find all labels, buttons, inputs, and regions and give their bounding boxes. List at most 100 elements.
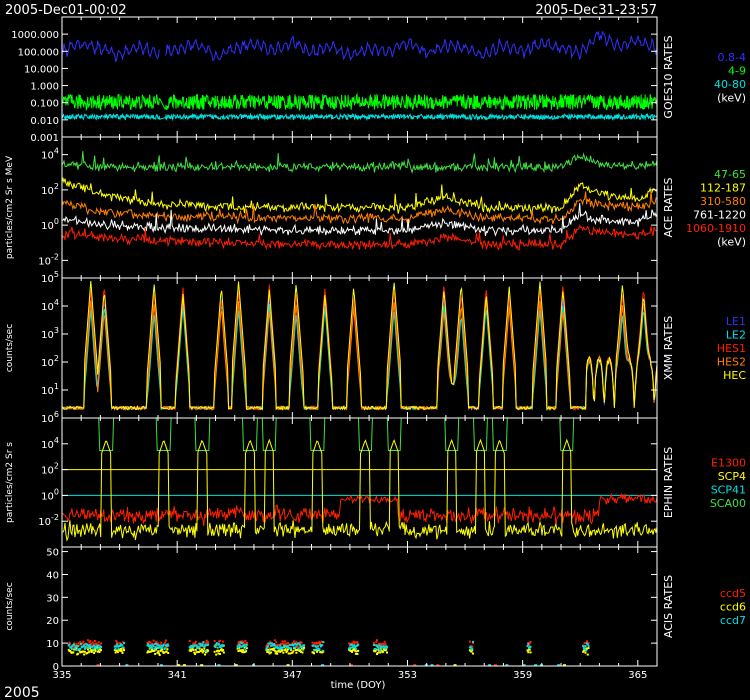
panel-title: EPHIN RATES: [662, 447, 675, 518]
acis-point: [165, 644, 168, 647]
acis-point: [207, 649, 210, 652]
acis-point: [194, 648, 197, 651]
acis-point: [92, 649, 95, 652]
acis-point: [352, 645, 355, 648]
acis-point: [88, 650, 91, 653]
acis-point: [291, 642, 294, 645]
acis-point: [95, 644, 98, 647]
acis-point: [152, 639, 155, 642]
acis-point: [453, 664, 457, 666]
acis-point: [384, 647, 387, 650]
acis-point: [436, 664, 440, 666]
acis-point: [214, 644, 217, 647]
acis-point: [562, 664, 566, 666]
acis-point: [273, 644, 276, 647]
acis-point: [239, 641, 242, 644]
x-tick-label: 341: [168, 670, 187, 681]
y-tick-label: 50: [46, 548, 59, 559]
x-tick-labels: 335 341 347 353 359 365: [52, 670, 647, 681]
series-line: [62, 281, 657, 411]
acis-point: [380, 649, 383, 652]
acis-point: [119, 649, 122, 652]
y-tick-label: 10-2: [38, 252, 59, 267]
acis-point: [356, 641, 359, 644]
acis-point: [115, 645, 118, 648]
y-tick-label: 1000.000: [11, 30, 59, 41]
acis-point: [198, 647, 201, 650]
acis-point: [265, 648, 268, 651]
acis-point: [316, 641, 319, 644]
acis-point: [147, 643, 150, 646]
acis-point: [319, 642, 322, 645]
acis-point: [67, 644, 70, 647]
acis-point: [586, 653, 589, 656]
acis-point: [313, 652, 316, 655]
acis-point: [376, 644, 379, 647]
acis-point: [120, 650, 123, 653]
acis-point: [353, 642, 356, 645]
acis-point: [94, 650, 97, 653]
acis-point: [271, 648, 274, 651]
y-tick-label: 40: [46, 570, 59, 581]
acis-point: [200, 648, 203, 651]
series-line: [62, 151, 657, 175]
acis-point: [318, 641, 321, 644]
acis-point: [355, 650, 358, 653]
acis-point: [117, 647, 120, 650]
acis-point: [83, 642, 86, 645]
acis-point: [177, 664, 181, 666]
acis-point: [413, 664, 417, 666]
acis-point: [268, 649, 271, 652]
acis-point: [100, 649, 103, 652]
acis-point: [234, 664, 238, 666]
acis-point: [218, 649, 221, 652]
y-tick-label: 102: [41, 182, 59, 197]
acis-point: [93, 639, 96, 642]
acis-point: [383, 646, 386, 649]
legend-entry: 47-65: [714, 168, 746, 181]
acis-point: [527, 651, 530, 654]
series-line: [62, 438, 657, 542]
acis-point: [313, 649, 316, 652]
y-tick-label: 1.000: [30, 82, 59, 93]
acis-point: [76, 645, 79, 648]
y-tick-label: 106: [41, 410, 59, 425]
acis-point: [286, 645, 289, 648]
acis-point: [266, 648, 269, 651]
acis-point: [159, 664, 163, 666]
legend-entry: 40-80: [714, 78, 746, 91]
y-tick-label: 102: [41, 354, 59, 369]
acis-point: [167, 644, 170, 647]
acis-point: [116, 643, 119, 646]
panel-ylabel: particles/cm2 Sr s MeV: [5, 155, 15, 259]
legend-entry: SCP41: [711, 483, 746, 496]
acis-point: [203, 647, 206, 650]
acis-point: [351, 650, 354, 653]
plot-area-ephin: [62, 418, 657, 542]
acis-point: [96, 646, 99, 649]
y-tick-label: 104: [41, 147, 59, 162]
legend-entry: ccd7: [720, 614, 746, 627]
end-time-label: 2005-Dec31-23:57: [535, 3, 657, 18]
acis-point: [166, 643, 169, 646]
x-tick-label: 353: [398, 670, 417, 681]
acis-point: [351, 649, 354, 652]
acis-point: [165, 646, 168, 649]
acis-point: [320, 644, 323, 647]
acis-point: [296, 648, 299, 651]
acis-point: [220, 645, 223, 648]
acis-point: [190, 648, 193, 651]
acis-point: [200, 650, 203, 653]
acis-point: [161, 647, 164, 650]
acis-point: [240, 649, 243, 652]
acis-point: [215, 642, 218, 645]
acis-point: [349, 664, 353, 666]
acis-point: [276, 645, 279, 648]
acis-point: [147, 650, 150, 653]
acis-point: [285, 642, 288, 645]
acis-point: [154, 648, 157, 651]
acis-point: [219, 652, 222, 655]
acis-point: [154, 646, 157, 649]
acis-point: [316, 645, 319, 648]
legend-entry: HES1: [717, 342, 746, 355]
